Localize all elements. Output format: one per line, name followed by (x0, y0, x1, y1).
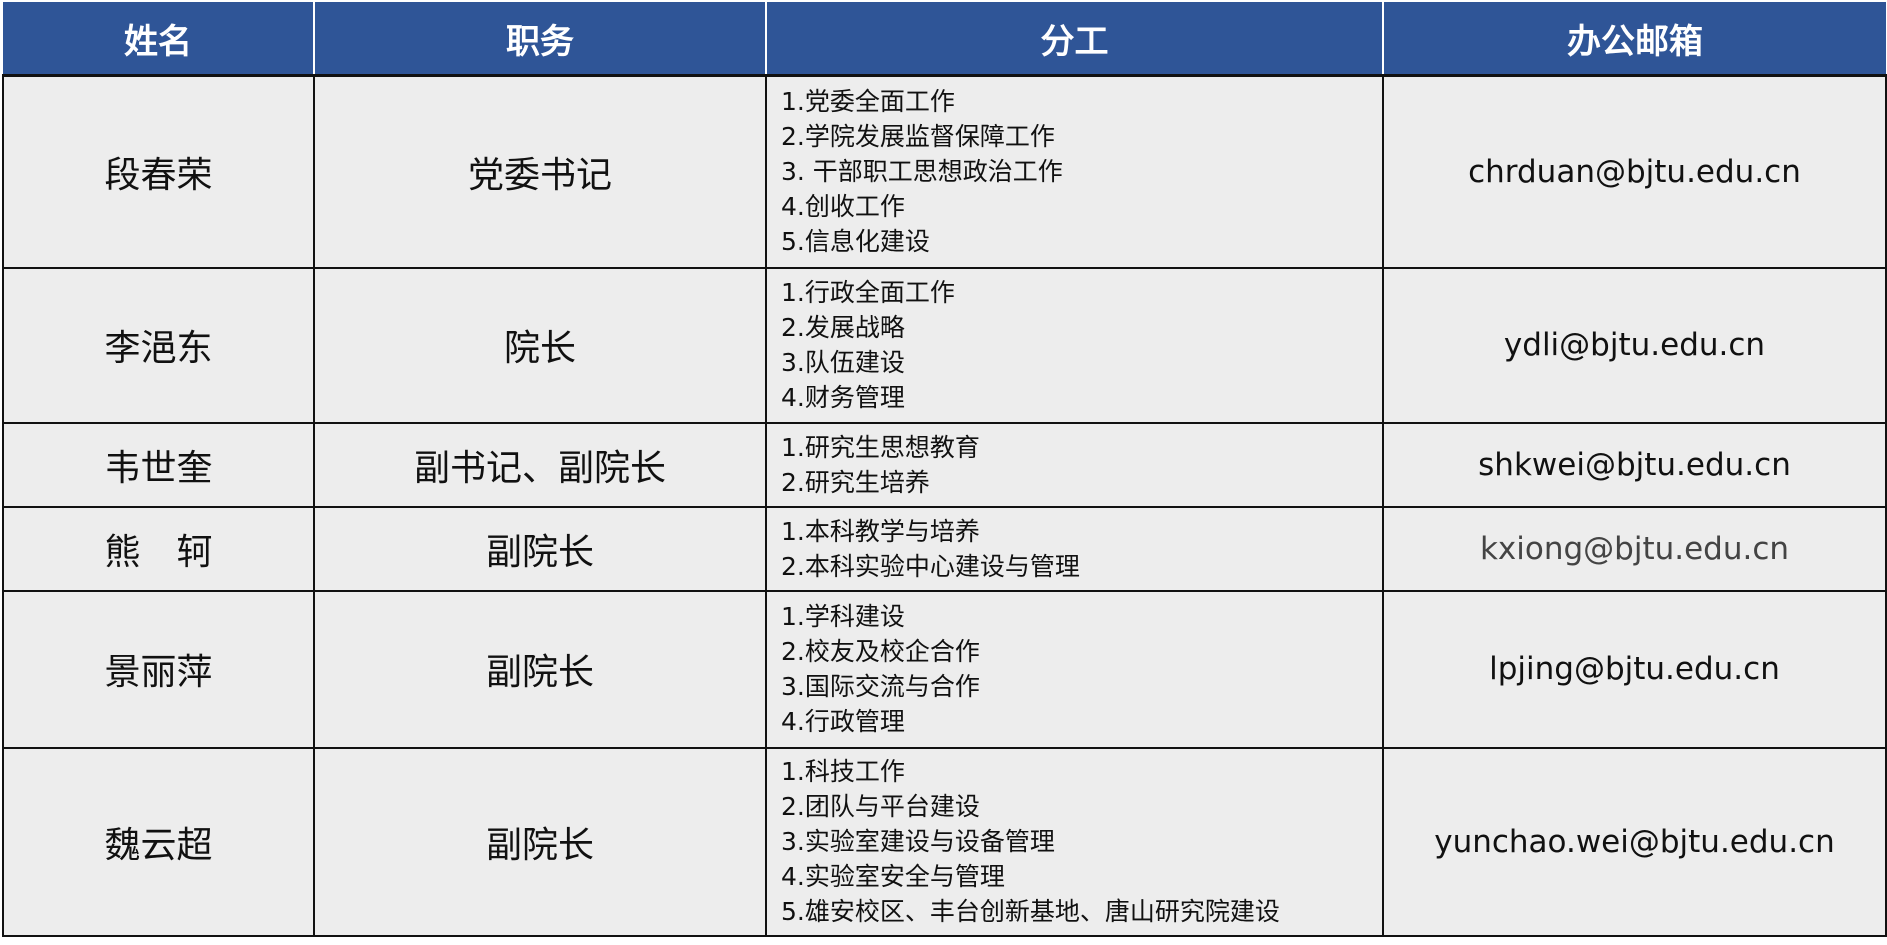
name-cell: 熊 轲 (2, 505, 315, 592)
position-cell: 副院长 (313, 746, 767, 937)
duty-item: 5.雄安校区、丰台创新基地、唐山研究院建设 (781, 897, 1280, 926)
duty-item: 2.学院发展监督保障工作 (781, 122, 1055, 152)
table-row: 景丽萍 副院长 1.学科建设 2.校友及校企合作 3.国际交流与合作 4.行政管理 lpji… (2, 589, 1887, 749)
header-row: 姓名 职务 分工 办公邮箱 (3, 2, 1886, 77)
duty-item: 4.实验室安全与管理 (781, 862, 1005, 891)
duty-item: 4.行政管理 (781, 707, 905, 736)
table-row: 魏云超 副院长 1.科技工作 2.团队与平台建设 3.实验室建设与设备管理 4.实验室安全… (2, 746, 1887, 937)
duty-item: 3.国际交流与合作 (781, 672, 980, 701)
duty-item: 2.校友及校企合作 (781, 637, 980, 666)
duty-item: 3. 干部职工思想政治工作 (781, 157, 1063, 187)
duty-item: 1.研究生思想教育 (781, 432, 980, 462)
duty-item: 3.队伍建设 (781, 348, 905, 377)
duties-cell: 1.行政全面工作 2.发展战略 3.队伍建设 4.财务管理 (765, 266, 1384, 424)
duties-cell: 1.学科建设 2.校友及校企合作 3.国际交流与合作 4.行政管理 (765, 589, 1384, 749)
duty-item: 2.本科实验中心建设与管理 (781, 551, 1080, 581)
name-cell: 李浥东 (2, 266, 315, 424)
name-cell: 韦世奎 (2, 421, 315, 508)
duty-item: 2.发展战略 (781, 313, 905, 342)
header-duties: 分工 (765, 2, 1383, 77)
duty-item: 1.行政全面工作 (781, 278, 955, 307)
duty-item: 1.本科教学与培养 (781, 516, 980, 546)
table-row: 韦世奎 副书记、副院长 1.研究生思想教育 2.研究生培养 shkwei@bjtu.ed… (2, 421, 1887, 508)
duty-item: 4.财务管理 (781, 383, 905, 412)
name-cell: 魏云超 (2, 746, 315, 937)
name-cell: 景丽萍 (2, 589, 315, 749)
duty-item: 3.实验室建设与设备管理 (781, 827, 1055, 856)
table-row: 李浥东 院长 1.行政全面工作 2.发展战略 3.队伍建设 4.财务管理 ydli@bjtu… (2, 266, 1887, 424)
position-cell: 副院长 (313, 505, 767, 592)
duty-item: 1.学科建设 (781, 602, 905, 631)
table-row: 段春荣 党委书记 1.党委全面工作 2.学院发展监督保障工作 3. 干部职工思想政治工作… (2, 74, 1887, 269)
position-cell: 院长 (313, 266, 767, 424)
email-cell: shkwei@bjtu.edu.cn (1382, 421, 1887, 508)
header-position: 职务 (313, 2, 766, 77)
position-cell: 副院长 (313, 589, 767, 749)
email-cell: chrduan@bjtu.edu.cn (1382, 74, 1887, 269)
header-name: 姓名 (3, 2, 314, 77)
position-cell: 党委书记 (313, 74, 767, 269)
duty-item: 2.研究生培养 (781, 467, 930, 497)
position-cell: 副书记、副院长 (313, 421, 767, 508)
table-row: 熊 轲副院长 1.本科教学与培养 2.本科实验中心建设与管理 kxiong@bjtu.… (2, 505, 1887, 592)
duty-item: 4.创收工作 (781, 192, 905, 222)
duties-cell: 1.党委全面工作 2.学院发展监督保障工作 3. 干部职工思想政治工作 4.创收工作 5… (765, 74, 1384, 269)
duty-item: 5.信息化建设 (781, 227, 930, 257)
email-cell: lpjing@bjtu.edu.cn (1382, 589, 1887, 749)
email-cell: yunchao.wei@bjtu.edu.cn (1382, 746, 1887, 937)
duties-cell: 1.科技工作 2.团队与平台建设 3.实验室建设与设备管理 4.实验室安全与管理 5.雄… (765, 746, 1384, 937)
duties-cell: 1.研究生思想教育 2.研究生培养 (765, 421, 1384, 508)
duty-item: 1.科技工作 (781, 757, 905, 786)
duty-item: 1.党委全面工作 (781, 87, 955, 117)
email-cell: ydli@bjtu.edu.cn (1382, 266, 1887, 424)
duty-item: 2.团队与平台建设 (781, 792, 980, 821)
name-cell: 段春荣 (2, 74, 315, 269)
email-cell: kxiong@bjtu.edu.cn (1382, 505, 1887, 592)
duties-cell: 1.本科教学与培养 2.本科实验中心建设与管理 (765, 505, 1384, 592)
header-email: 办公邮箱 (1382, 2, 1886, 77)
